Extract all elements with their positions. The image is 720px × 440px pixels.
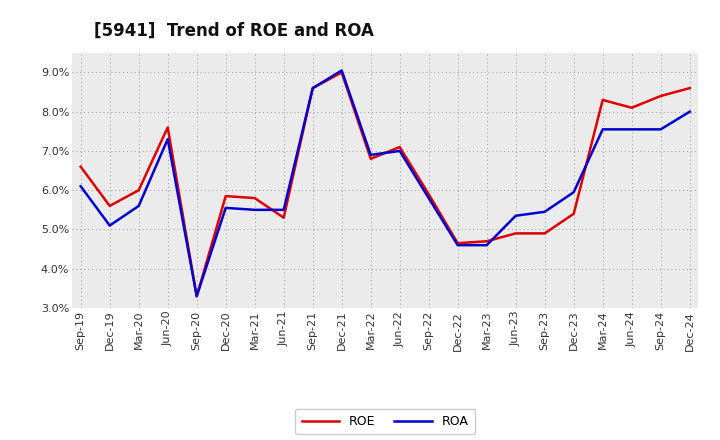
ROE [454, 241, 462, 246]
Line: ROA: ROA [81, 70, 690, 296]
ROA [135, 203, 143, 209]
ROA [251, 207, 259, 213]
ROA [221, 205, 230, 210]
ROE [76, 164, 85, 169]
ROA [366, 152, 375, 158]
Legend: ROE, ROA: ROE, ROA [295, 409, 475, 434]
ROE [598, 97, 607, 103]
ROE [251, 195, 259, 201]
ROE [221, 194, 230, 199]
ROE [308, 85, 317, 91]
ROE [482, 238, 491, 244]
ROA [511, 213, 520, 218]
ROE [685, 85, 694, 91]
ROE [395, 144, 404, 150]
ROE [627, 105, 636, 110]
ROA [105, 223, 114, 228]
ROA [192, 293, 201, 299]
ROE [657, 93, 665, 99]
ROA [598, 127, 607, 132]
ROA [482, 242, 491, 248]
ROA [570, 190, 578, 195]
ROE [511, 231, 520, 236]
ROA [279, 207, 288, 213]
Text: [5941]  Trend of ROE and ROA: [5941] Trend of ROE and ROA [94, 22, 374, 40]
ROA [76, 183, 85, 189]
ROA [308, 85, 317, 91]
ROE [279, 215, 288, 220]
ROE [570, 211, 578, 216]
Line: ROE: ROE [81, 73, 690, 296]
ROA [454, 242, 462, 248]
ROA [541, 209, 549, 214]
ROA [163, 136, 172, 142]
ROA [685, 109, 694, 114]
ROE [366, 156, 375, 161]
ROE [105, 203, 114, 209]
ROE [135, 187, 143, 193]
ROE [424, 191, 433, 197]
ROE [338, 70, 346, 75]
ROE [163, 125, 172, 130]
ROA [424, 195, 433, 201]
ROA [395, 148, 404, 154]
ROE [192, 293, 201, 299]
ROA [338, 68, 346, 73]
ROA [657, 127, 665, 132]
ROA [627, 127, 636, 132]
ROE [541, 231, 549, 236]
